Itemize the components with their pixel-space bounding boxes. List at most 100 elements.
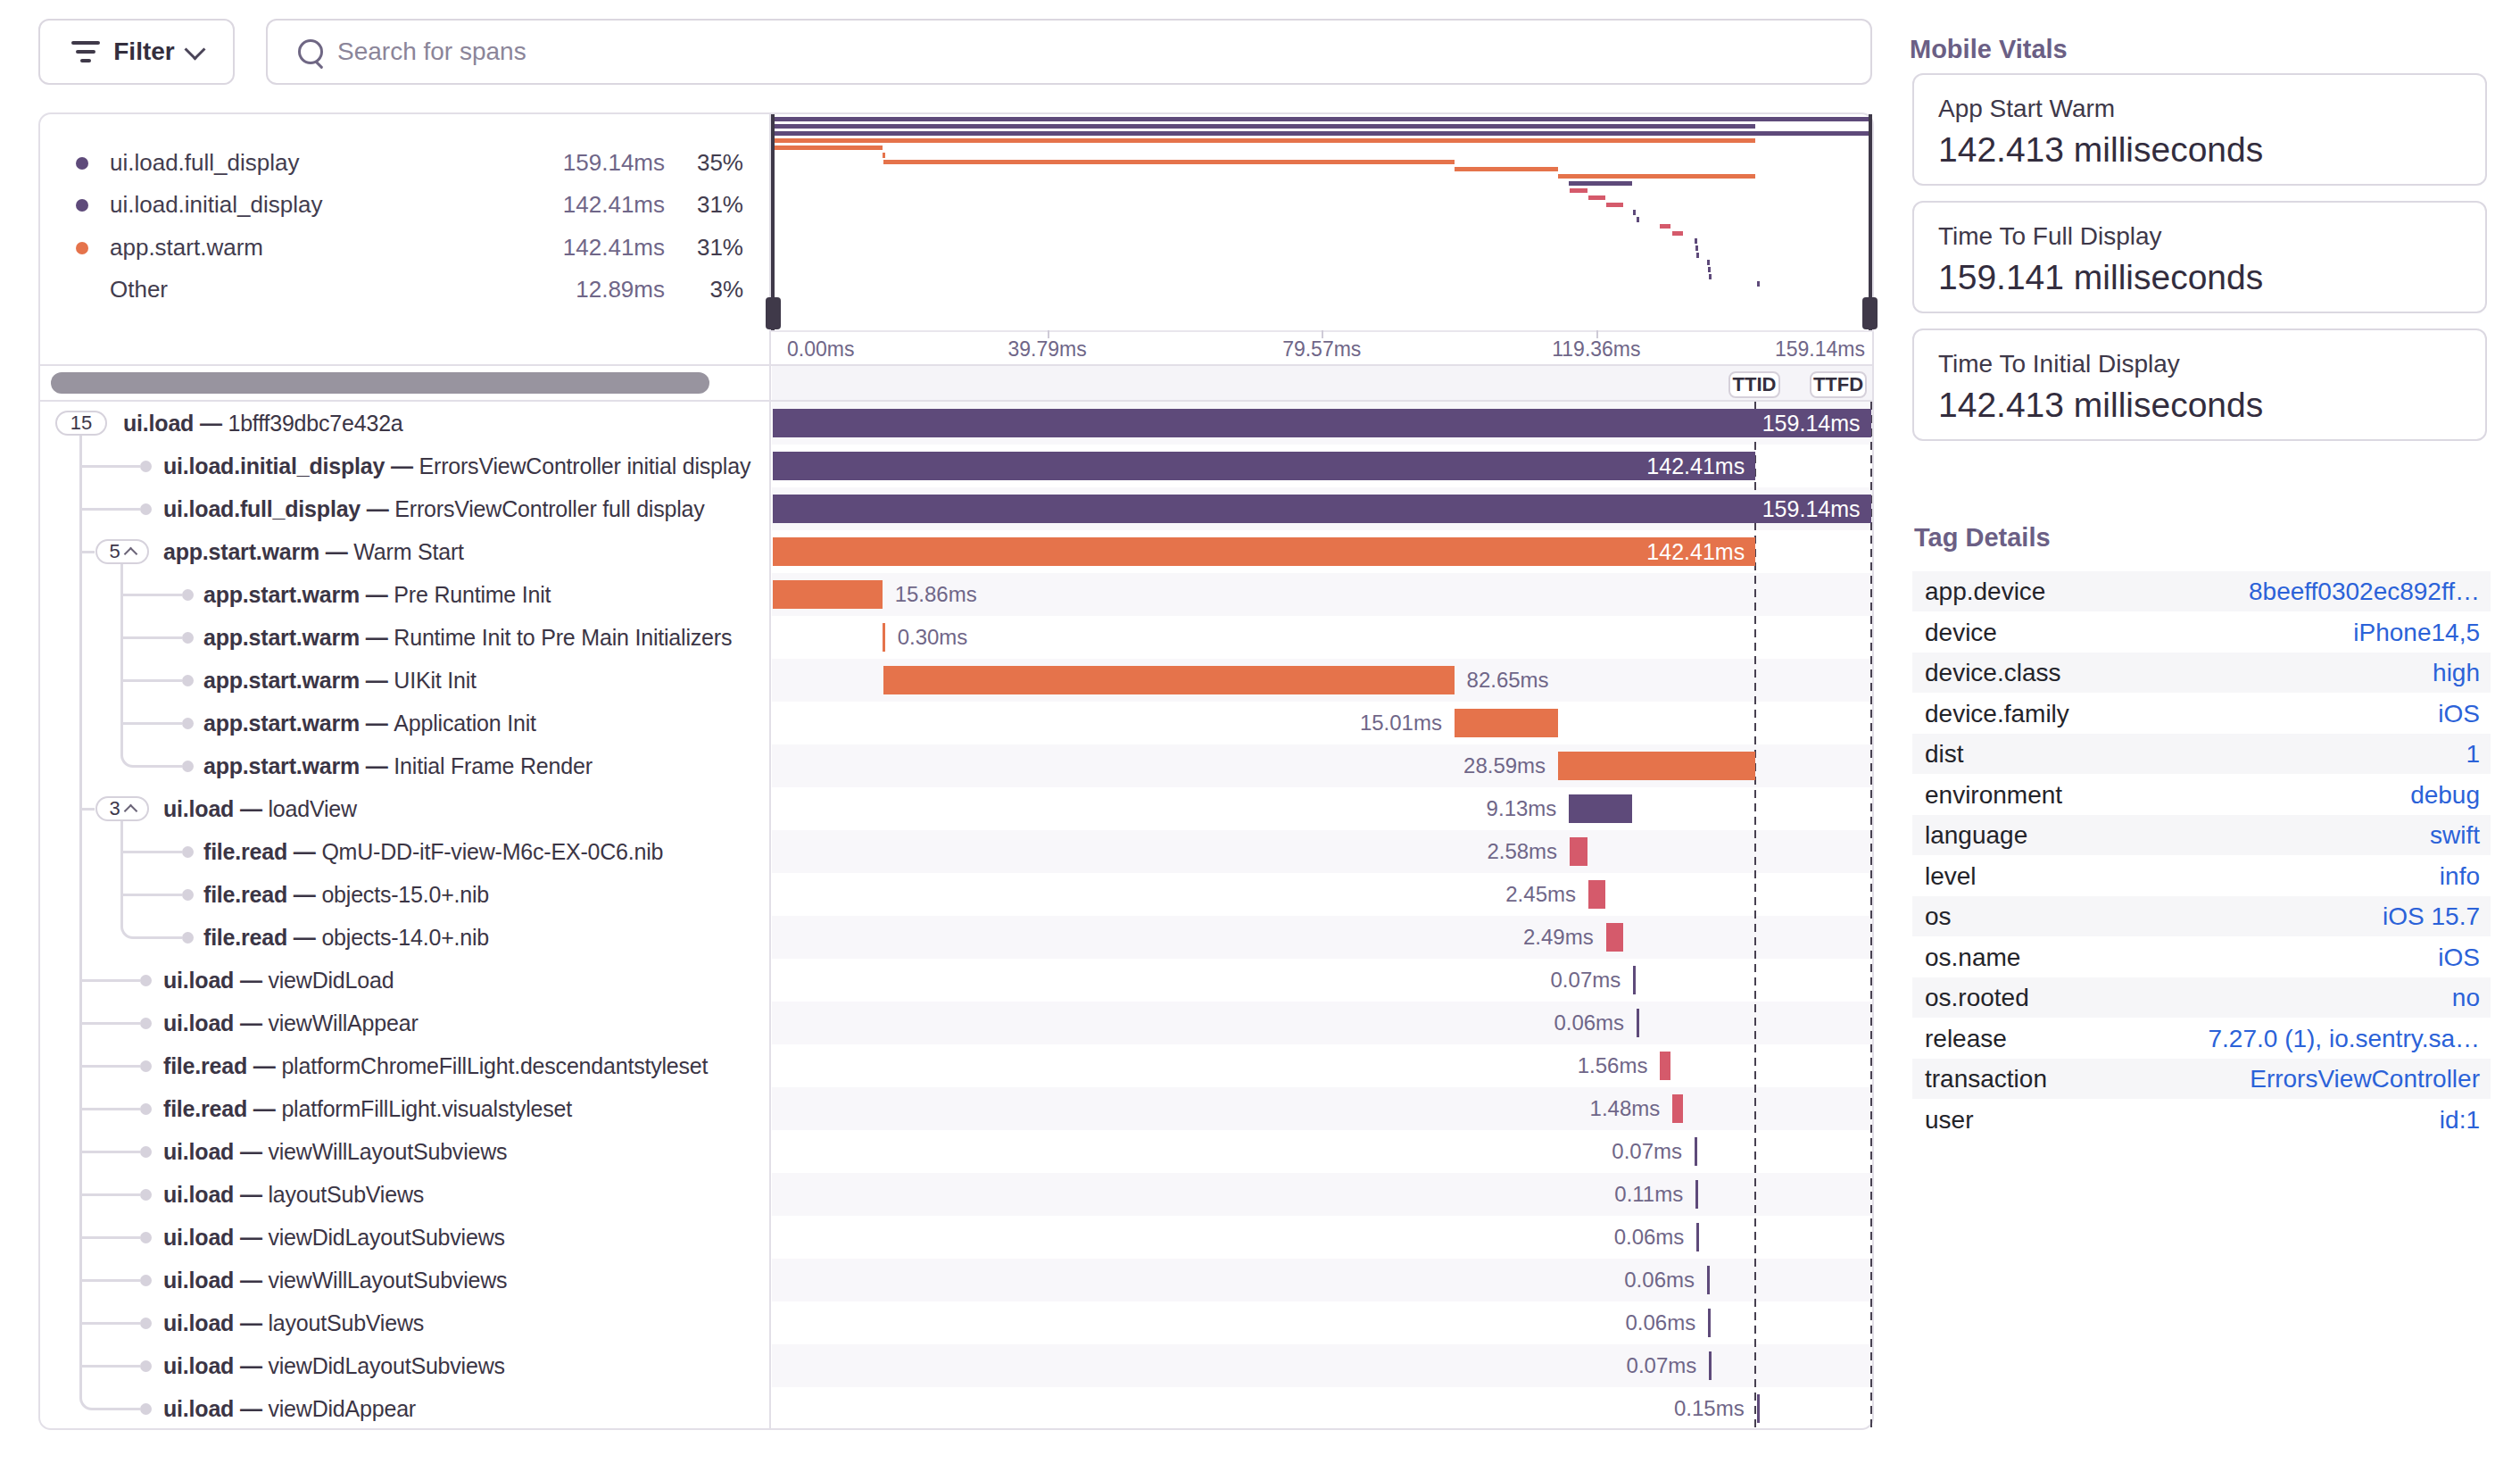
span-duration: 142.41ms (773, 537, 1745, 566)
minimap-span-bar (773, 117, 1871, 121)
tree-connector (120, 594, 182, 596)
span-label[interactable]: app.start.warm — Pre Runtime Init (203, 573, 551, 616)
span-label[interactable]: file.read — QmU-DD-itF-view-M6c-EX-0C6.n… (203, 830, 663, 873)
span-label[interactable]: ui.load — viewDidLayoutSubviews (163, 1344, 505, 1387)
minimap-span-tick (1757, 281, 1760, 287)
span-bar[interactable] (1695, 1137, 1697, 1166)
tree-connector (120, 894, 182, 896)
tag-value[interactable]: no (2452, 977, 2480, 1018)
span-bullet (140, 1103, 152, 1115)
span-bar[interactable] (1558, 752, 1755, 780)
span-bar[interactable] (1696, 1223, 1699, 1251)
tree-connector (79, 1151, 140, 1153)
tag-row: device.familyiOS (1912, 694, 2491, 734)
span-bar[interactable] (1707, 1266, 1710, 1294)
tree-connector (79, 979, 140, 982)
span-label[interactable]: ui.load — viewWillAppear (163, 1002, 419, 1044)
tag-value[interactable]: debug (2410, 775, 2480, 815)
span-bar[interactable] (1569, 794, 1632, 823)
tag-value[interactable]: swift (2430, 815, 2480, 855)
span-label[interactable]: ui.load.initial_display — ErrorsViewCont… (163, 445, 750, 487)
search-input[interactable]: Search for spans (266, 19, 1872, 85)
span-bullet (140, 1146, 152, 1158)
span-bar[interactable] (1637, 1009, 1639, 1037)
waterfall-header (772, 366, 1872, 400)
span-label[interactable]: file.read — platformChromeFillLight.desc… (163, 1044, 708, 1087)
tag-value[interactable]: iOS (2438, 937, 2480, 977)
span-bar[interactable] (883, 623, 885, 652)
span-bullet (182, 632, 194, 644)
span-bullet (140, 975, 152, 986)
chevron-up-icon (123, 546, 137, 561)
span-bar[interactable] (1709, 1351, 1712, 1380)
ttfd-button[interactable]: TTFD (1810, 371, 1867, 398)
span-label[interactable]: file.read — objects-15.0+.nib (203, 873, 489, 916)
span-label[interactable]: ui.load — 1bfff39dbc7e432a (123, 402, 403, 445)
filter-button[interactable]: Filter (38, 19, 235, 85)
legend-percent: 31% (697, 234, 743, 262)
tag-value[interactable]: 7.27.0 (1), io.sentry.sa… (2209, 1019, 2481, 1059)
span-toggle-chip[interactable]: 3 (95, 796, 149, 821)
tag-value[interactable]: 8beeff0302ec892ff… (2249, 571, 2480, 611)
tag-value[interactable]: 1 (2466, 734, 2480, 774)
span-bar[interactable] (1606, 923, 1623, 952)
span-bullet (140, 1403, 152, 1415)
tag-value[interactable]: iOS (2438, 694, 2480, 734)
span-toggle-chip[interactable]: 15 (55, 411, 107, 436)
span-label[interactable]: ui.load — viewWillLayoutSubviews (163, 1130, 507, 1173)
span-duration: 0.15ms (1674, 1394, 1745, 1423)
span-duration: 142.41ms (773, 452, 1745, 480)
span-label[interactable]: file.read — objects-14.0+.nib (203, 916, 489, 959)
span-label[interactable]: app.start.warm — Initial Frame Render (203, 744, 593, 787)
span-label[interactable]: file.read — platformFillLight.visualstyl… (163, 1087, 572, 1130)
span-label[interactable]: ui.load — layoutSubViews (163, 1173, 424, 1216)
span-bar[interactable] (1588, 880, 1605, 909)
tag-value[interactable]: high (2433, 653, 2480, 693)
span-label[interactable]: ui.load.full_display — ErrorsViewControl… (163, 487, 705, 530)
tag-value[interactable]: id:1 (2440, 1100, 2480, 1140)
span-label[interactable]: ui.load — viewWillLayoutSubviews (163, 1259, 507, 1301)
span-bullet (140, 1232, 152, 1243)
minimap-right-handle[interactable] (1862, 297, 1878, 329)
minimap-span-bar (773, 131, 1871, 136)
minimap-span-bar (773, 146, 883, 150)
span-label[interactable]: app.start.warm — Runtime Init to Pre Mai… (203, 616, 732, 659)
span-label[interactable]: ui.load — viewDidAppear (163, 1387, 416, 1430)
tree-connector (79, 1022, 140, 1025)
tag-value[interactable]: iOS 15.7 (2383, 896, 2480, 936)
span-label[interactable]: app.start.warm — Application Init (203, 702, 536, 744)
span-label[interactable]: app.start.warm — Warm Start (163, 530, 464, 573)
span-bar[interactable] (1757, 1394, 1760, 1423)
span-bar[interactable] (1633, 966, 1636, 994)
span-bar[interactable] (773, 580, 883, 609)
waterfall-row (772, 1173, 1872, 1216)
span-label[interactable]: ui.load — layoutSubViews (163, 1301, 424, 1344)
span-label[interactable]: app.start.warm — UIKit Init (203, 659, 477, 702)
tag-value[interactable]: iPhone14,5 (2353, 612, 2480, 653)
span-bar[interactable] (1695, 1180, 1698, 1209)
span-bar[interactable] (1672, 1094, 1682, 1123)
tree-connector (120, 722, 182, 725)
axis-tick-label: 79.57ms (1282, 337, 1361, 362)
span-label[interactable]: ui.load — viewDidLoad (163, 959, 394, 1002)
minimap-span-tick (1637, 217, 1639, 222)
span-bar[interactable] (1570, 837, 1587, 866)
tree-connector (79, 508, 140, 511)
minimap-left-handle[interactable] (766, 297, 781, 329)
span-bar[interactable] (883, 666, 1454, 694)
span-label[interactable]: ui.load — loadView (163, 787, 357, 830)
span-duration: 2.49ms (1523, 923, 1594, 952)
ttid-button[interactable]: TTID (1728, 371, 1780, 398)
span-label[interactable]: ui.load — viewDidLayoutSubviews (163, 1216, 505, 1259)
minimap-span-tick (1633, 210, 1636, 215)
span-bar[interactable] (1708, 1309, 1711, 1337)
tree-horizontal-scrollbar[interactable] (51, 372, 709, 394)
tag-value[interactable]: ErrorsViewController (2250, 1059, 2480, 1099)
span-bullet (140, 1018, 152, 1029)
span-bar[interactable] (1455, 709, 1558, 737)
span-bar[interactable] (1660, 1052, 1670, 1080)
span-toggle-chip[interactable]: 5 (95, 539, 149, 564)
tag-key: device (1925, 612, 1997, 653)
tag-value[interactable]: info (2440, 856, 2480, 896)
tree-connector (120, 851, 182, 853)
